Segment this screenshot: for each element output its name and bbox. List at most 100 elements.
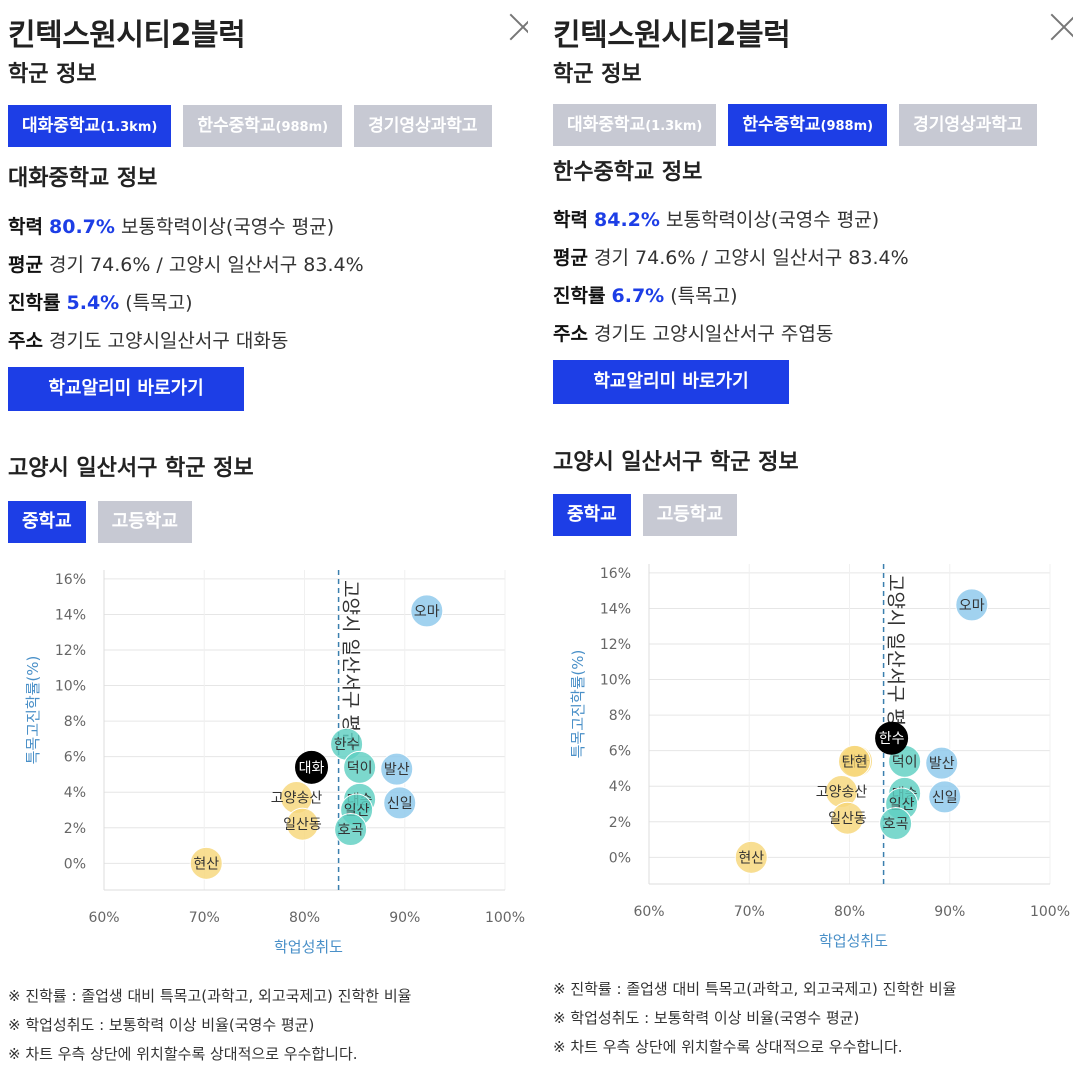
tab-middle-school[interactable]: 중학교	[8, 501, 86, 543]
y-tick-label: 12%	[55, 643, 86, 659]
data-point-label: 일산동	[828, 811, 867, 827]
advancement-desc: (특목고)	[670, 285, 738, 307]
school-info-panel-left: 킨텍스원시티2블럭 학군 정보 대화중학교(1.3km) 한수중학교(988m)…	[0, 0, 528, 1069]
y-tick-label: 6%	[609, 744, 631, 760]
y-tick-label: 4%	[64, 785, 86, 801]
x-axis-label: 학업성취도	[819, 932, 888, 950]
section-subtitle: 학군 정보	[553, 62, 642, 87]
tab-high-school[interactable]: 고등학교	[97, 501, 192, 543]
section-subtitle: 학군 정보	[8, 62, 97, 87]
y-tick-label: 14%	[55, 607, 86, 623]
x-tick-label: 80%	[834, 904, 865, 920]
y-tick-label: 16%	[55, 572, 86, 588]
scatter-chart: 0% 2% 4% 6% 8% 10% 12% 14% 16% 60% 70% 80% 90% 100% 학업…	[545, 554, 1073, 954]
y-tick-label: 12%	[600, 637, 631, 653]
y-tick-label: 8%	[609, 708, 631, 724]
data-point	[410, 594, 444, 628]
school-info-heading: 한수중학교 정보	[553, 160, 703, 185]
data-point-label: 발산	[384, 762, 410, 778]
y-tick-label: 10%	[600, 673, 631, 689]
advancement-desc: (특목고)	[125, 292, 193, 314]
footnote: ※ 차트 우측 상단에 위치할수록 상대적으로 우수합니다.	[553, 1038, 903, 1056]
x-tick-label: 100%	[485, 910, 525, 926]
close-icon[interactable]	[508, 12, 528, 42]
data-point-label: 오마	[414, 604, 440, 620]
advancement-value: 6.7%	[611, 285, 665, 307]
tab-school-hansu[interactable]: 한수중학교(988m)	[728, 104, 888, 146]
x-tick-label: 60%	[633, 904, 664, 920]
tab-high-school[interactable]: 고등학교	[642, 494, 737, 536]
y-tick-label: 10%	[55, 679, 86, 695]
data-point-label: 덕이	[892, 754, 918, 770]
y-axis-label: 특목고진학률(%)	[24, 656, 42, 765]
tab-school-daehwa[interactable]: 대화중학교(1.3km)	[553, 104, 717, 146]
data-point-label: 한수	[334, 737, 360, 753]
reference-line-label: 고양시 일산서구 평균	[885, 574, 907, 743]
data-point	[295, 750, 329, 784]
y-tick-label: 2%	[609, 815, 631, 831]
address-row: 주소 경기도 고양시일산서구 대화동	[8, 326, 288, 353]
y-tick-label: 16%	[600, 566, 631, 582]
page-title: 킨텍스원시티2블럭	[553, 18, 791, 53]
level-tabs: 중학교 고등학교	[553, 494, 737, 536]
data-point	[838, 744, 872, 778]
data-point-label: 고양송산	[271, 791, 323, 807]
data-point-label: 오마	[959, 598, 985, 614]
tab-label: 경기영상과학고	[913, 115, 1023, 135]
chart-svg: 0% 2% 4% 6% 8% 10% 12% 14% 16% 60% 70% 80% 90% 100% 학업…	[569, 564, 1070, 950]
footnotes: ※ 진학률 : 졸업생 대비 특목고(과학고, 외고국제고) 진학한 비율 ※ …	[8, 982, 411, 1069]
data-point-label: 현산	[738, 850, 764, 866]
achievement-value: 80.7%	[49, 216, 115, 238]
tab-middle-school[interactable]: 중학교	[553, 494, 631, 536]
data-point-label: 발산	[929, 756, 955, 772]
address-value: 경기도 고양시일산서구 대화동	[49, 330, 289, 352]
tab-school-gyeonggi[interactable]: 경기영상과학고	[354, 105, 492, 147]
tab-distance: (1.3km)	[645, 119, 703, 134]
y-tick-label: 2%	[64, 821, 86, 837]
page-title: 킨텍스원시티2블럭	[8, 18, 246, 53]
y-tick-label: 0%	[64, 856, 86, 872]
data-point-label: 대화	[299, 760, 325, 776]
tab-school-gyeonggi[interactable]: 경기영상과학고	[899, 104, 1037, 146]
x-tick-label: 100%	[1030, 904, 1070, 920]
address-row: 주소 경기도 고양시일산서구 주엽동	[553, 319, 833, 346]
y-tick-label: 4%	[609, 779, 631, 795]
data-point	[334, 813, 368, 847]
average-value: 경기 74.6% / 고양시 일산서구 83.4%	[594, 247, 909, 269]
tab-school-daehwa[interactable]: 대화중학교(1.3km)	[8, 105, 172, 147]
advancement-value: 5.4%	[66, 292, 120, 314]
achievement-row: 학력 80.7% 보통학력이상(국영수 평균)	[8, 212, 334, 239]
achievement-desc: 보통학력이상(국영수 평균)	[665, 209, 880, 231]
data-point-label: 고양송산	[816, 785, 868, 801]
x-tick-label: 90%	[389, 910, 420, 926]
close-icon[interactable]	[1049, 12, 1073, 42]
school-tabs: 대화중학교(1.3km) 한수중학교(988m) 경기영상과학고	[553, 104, 1037, 146]
data-point	[189, 846, 223, 880]
footnote: ※ 차트 우측 상단에 위치할수록 상대적으로 우수합니다.	[8, 1045, 358, 1063]
data-point	[383, 786, 417, 820]
y-tick-label: 6%	[64, 750, 86, 766]
achievement-value: 84.2%	[594, 209, 660, 231]
average-row: 평균 경기 74.6% / 고양시 일산서구 83.4%	[8, 250, 364, 277]
average-label: 평균	[553, 247, 588, 269]
x-tick-label: 60%	[88, 910, 119, 926]
x-tick-label: 70%	[189, 910, 220, 926]
footnote: ※ 학업성취도 : 보통학력 이상 비율(국영수 평균)	[553, 1009, 860, 1027]
tab-label: 한수중학교	[197, 116, 276, 136]
chart-svg: 0% 2% 4% 6% 8% 10% 12% 14% 16% 60% 70% 80% 90% 100% 학업…	[24, 570, 525, 956]
advancement-label: 진학률	[553, 285, 606, 307]
school-alimi-button[interactable]: 학교알리미 바로가기	[553, 360, 789, 404]
data-point	[928, 780, 962, 814]
achievement-row: 학력 84.2% 보통학력이상(국영수 평균)	[553, 205, 879, 232]
data-point	[734, 840, 768, 874]
advancement-row: 진학률 6.7% (특목고)	[553, 281, 738, 308]
footnote: ※ 진학률 : 졸업생 대비 특목고(과학고, 외고국제고) 진학한 비율	[553, 980, 957, 998]
data-point-label: 현산	[193, 856, 219, 872]
data-point-label: 호곡	[338, 823, 364, 839]
school-info-heading: 대화중학교 정보	[8, 166, 158, 191]
school-alimi-button[interactable]: 학교알리미 바로가기	[8, 367, 244, 411]
data-point-label: 덕이	[347, 760, 373, 776]
address-label: 주소	[553, 323, 588, 345]
tab-school-hansu[interactable]: 한수중학교(988m)	[183, 105, 343, 147]
data-point-label: 한수	[879, 731, 905, 747]
